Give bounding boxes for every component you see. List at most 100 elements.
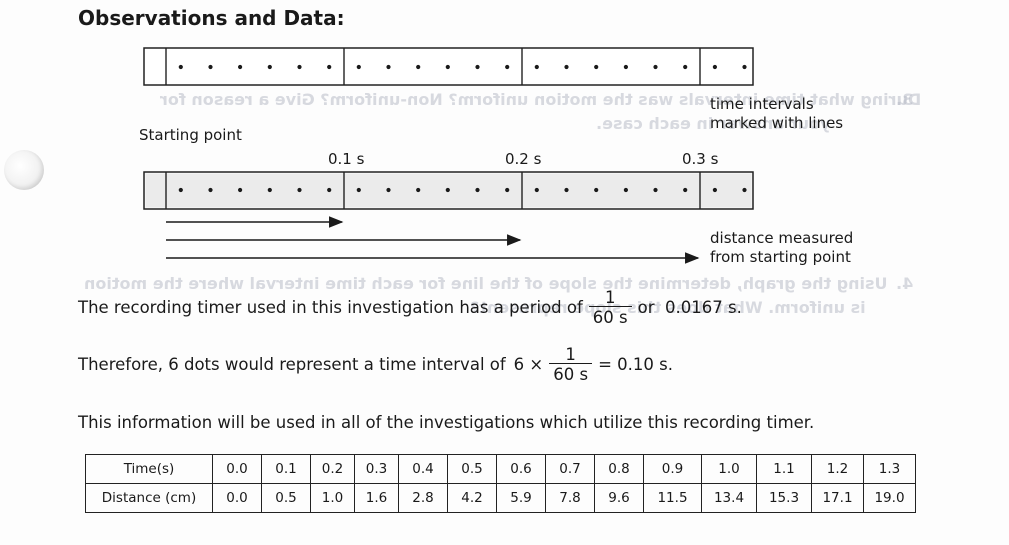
- timer-dot: [327, 64, 332, 70]
- period-fraction: 1 60 s: [588, 288, 632, 327]
- tape-top: [143, 47, 754, 86]
- timer-dot: [623, 64, 629, 70]
- timer-dot: [653, 64, 658, 70]
- timer-dot: [475, 64, 480, 70]
- distance-cell: 7.8: [545, 483, 595, 513]
- time-cell: 0.5: [447, 454, 497, 484]
- distance-cell: 19.0: [863, 483, 916, 513]
- distance-row: Distance (cm) 0.0 0.5 1.0 1.6 2.8 4.2 5.9 7.8 9.…: [85, 483, 916, 513]
- timer-dot: [712, 187, 718, 193]
- distance-cell: 0.0: [212, 483, 262, 513]
- dots-sentence: Therefore, 6 dots would represent a time…: [78, 346, 673, 384]
- timer-dot: [386, 187, 391, 193]
- period-fraction-numerator: 1: [604, 288, 616, 307]
- timer-dot: [653, 187, 658, 193]
- time-intervals-line1: time intervals: [710, 95, 814, 113]
- period-sentence: The recording timer used in this investi…: [78, 289, 742, 327]
- ticker-tape-diagram: [143, 47, 754, 264]
- timer-dot: [356, 187, 361, 193]
- info-sentence: This information will be used in all of …: [78, 413, 815, 432]
- timer-dot: [623, 187, 629, 193]
- tape-bottom-dots: [178, 187, 747, 193]
- time-distance-table: Time(s) 0.0 0.1 0.2 0.3 0.4 0.5 0.6 0.7 0.8 0.9 1.…: [85, 454, 916, 513]
- timer-dot: [742, 187, 747, 193]
- distance-cell: 15.3: [756, 483, 812, 513]
- timer-dot: [416, 187, 421, 193]
- timer-dot: [327, 187, 332, 193]
- timer-dot: [267, 64, 272, 70]
- timer-dot: [297, 187, 302, 193]
- distance-cell: 9.6: [594, 483, 644, 513]
- time-cell: 1.0: [701, 454, 757, 484]
- time-row-header: Time(s): [85, 454, 213, 484]
- time-cell: 0.2: [310, 454, 355, 484]
- time-cell: 1.2: [811, 454, 864, 484]
- time-intervals-label: time intervals marked with lines: [710, 95, 843, 133]
- timer-dot: [683, 64, 688, 70]
- tick-label-0-3: 0.3 s: [682, 150, 719, 168]
- timer-dot: [534, 64, 539, 70]
- timer-dot: [178, 187, 183, 193]
- distance-measured-line2: from starting point: [710, 248, 851, 266]
- distance-cell: 17.1: [811, 483, 864, 513]
- timer-dot: [208, 64, 213, 70]
- time-cell: 0.0: [212, 454, 262, 484]
- timer-dot: [445, 187, 450, 193]
- time-intervals-line2: marked with lines: [710, 114, 844, 132]
- timer-dot: [712, 64, 718, 70]
- dots-fraction: 1 60 s: [549, 345, 593, 384]
- timer-dot: [208, 187, 213, 193]
- tape-bottom: [143, 171, 754, 210]
- page-heading: Observations and Data:: [78, 6, 345, 30]
- timer-dot: [238, 64, 243, 70]
- distance-cell: 5.9: [496, 483, 546, 513]
- timer-dot: [505, 187, 510, 193]
- timer-dot: [445, 64, 450, 70]
- timer-dot: [475, 187, 480, 193]
- time-cell: 1.3: [863, 454, 916, 484]
- dots-fraction-numerator: 1: [565, 345, 576, 364]
- timer-dot: [297, 64, 302, 70]
- starting-point-label: Starting point: [139, 126, 242, 144]
- period-text-before: The recording timer used in this investi…: [78, 298, 583, 318]
- time-cell: 0.3: [354, 454, 399, 484]
- distance-cell: 1.0: [310, 483, 355, 513]
- distance-cell: 13.4: [701, 483, 757, 513]
- time-cell: 0.6: [496, 454, 546, 484]
- dots-fraction-denominator: 60 s: [549, 363, 593, 384]
- distance-measured-label: distance measured from starting point: [710, 229, 853, 267]
- distance-cell: 0.5: [261, 483, 311, 513]
- timer-dot: [742, 64, 747, 70]
- timer-dot: [267, 187, 272, 193]
- time-cell: 0.8: [594, 454, 644, 484]
- distance-measured-line1: distance measured: [710, 229, 854, 247]
- period-fraction-denominator: 60 s: [588, 306, 632, 327]
- time-cell: 1.1: [756, 454, 812, 484]
- distance-row-header: Distance (cm): [85, 483, 213, 513]
- timer-dot: [178, 64, 183, 70]
- timer-dot: [683, 187, 688, 193]
- timer-dot: [386, 64, 391, 70]
- timer-dot: [356, 64, 361, 70]
- timer-dot: [594, 187, 599, 193]
- time-cell: 0.9: [643, 454, 702, 484]
- timer-dot: [505, 64, 510, 70]
- distance-cell: 2.8: [398, 483, 448, 513]
- timer-dot: [594, 64, 599, 70]
- timer-dot: [534, 187, 539, 193]
- dots-multiplier: 6 ×: [513, 355, 544, 375]
- time-cell: 0.7: [545, 454, 595, 484]
- dots-text-before: Therefore, 6 dots would represent a time…: [78, 355, 506, 375]
- period-text-after: or 0.0167 s.: [637, 298, 742, 318]
- time-cell: 0.1: [261, 454, 311, 484]
- time-cell: 0.4: [398, 454, 448, 484]
- binder-hole: [4, 150, 44, 190]
- tape-top-dots: [178, 64, 747, 70]
- dots-text-after: = 0.10 s.: [598, 355, 673, 375]
- timer-dot: [564, 64, 569, 70]
- timer-dot: [238, 187, 243, 193]
- timer-dot: [564, 187, 569, 193]
- tick-label-0-1: 0.1 s: [328, 150, 365, 168]
- distance-cell: 1.6: [354, 483, 399, 513]
- timer-dot: [416, 64, 421, 70]
